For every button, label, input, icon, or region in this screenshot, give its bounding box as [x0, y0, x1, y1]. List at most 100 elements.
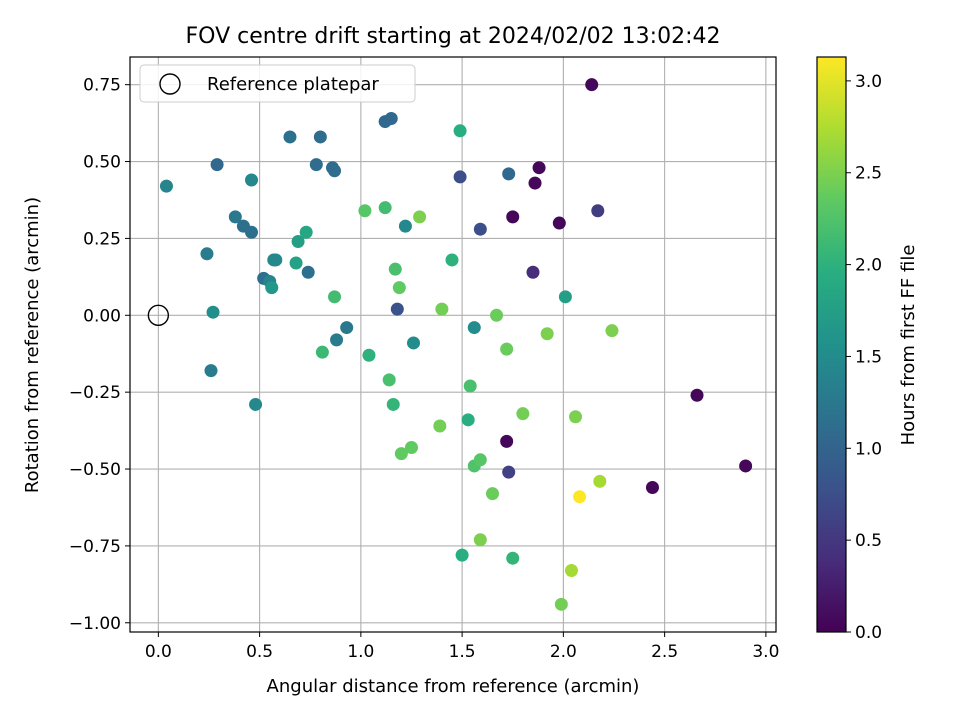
- y-axis-label: Rotation from reference (arcmin): [22, 197, 43, 493]
- data-point-49: [445, 253, 459, 267]
- data-point-10: [591, 204, 605, 218]
- y-tick-label-7: 0.75: [83, 76, 121, 96]
- legend-box: [139, 64, 416, 103]
- colorbar-tick-label-2: 1.0: [855, 439, 882, 459]
- data-point-60: [463, 379, 477, 393]
- data-point-75: [569, 410, 583, 424]
- colorbar-tick-label-1: 0.5: [855, 531, 882, 551]
- data-point-4: [552, 216, 566, 230]
- data-point-45: [291, 234, 305, 248]
- y-tick-label-2: −0.50: [69, 460, 121, 480]
- x-tick-label-4: 2.0: [550, 642, 577, 662]
- colorbar-tick-label-0: 0.0: [855, 623, 882, 643]
- data-point-39: [269, 253, 283, 267]
- data-point-77: [473, 533, 487, 547]
- x-axis-label: Angular distance from reference (arcmin): [267, 676, 640, 697]
- colorbar-tick-label-6: 3.0: [855, 72, 882, 92]
- data-point-13: [473, 222, 487, 236]
- y-tick-label-0: −1.00: [69, 614, 121, 634]
- data-point-79: [593, 474, 607, 488]
- grid-lines: [130, 57, 776, 632]
- colorbar-frame: [816, 56, 847, 633]
- data-point-20: [283, 130, 297, 144]
- y-tick-label-3: −0.25: [69, 383, 121, 403]
- data-point-28: [228, 210, 242, 224]
- scatter-points: [159, 78, 753, 611]
- data-point-78: [554, 597, 568, 611]
- y-tick-label-5: 0.25: [83, 229, 121, 249]
- data-point-80: [564, 564, 578, 578]
- colorbar: 0.0 0.5 1.0 1.5 2.0 2.5 3.0 Hours from first F…: [816, 56, 919, 643]
- data-point-23: [328, 164, 342, 178]
- data-point-15: [502, 167, 516, 181]
- data-point-14: [390, 302, 404, 316]
- x-tick-label-5: 2.5: [651, 642, 678, 662]
- legend-label: Reference platepar: [207, 74, 379, 95]
- data-point-27: [301, 265, 315, 279]
- data-point-3: [506, 210, 520, 224]
- colorbar-gradient: [817, 57, 846, 632]
- data-point-17: [384, 111, 398, 125]
- x-tick-label-0: 0.0: [145, 642, 172, 662]
- data-point-63: [358, 204, 372, 218]
- data-point-73: [413, 210, 427, 224]
- y-tick-label-4: 0.00: [83, 306, 121, 326]
- data-point-64: [392, 281, 406, 295]
- data-point-8: [739, 459, 753, 473]
- data-point-57: [378, 201, 392, 215]
- data-point-36: [245, 173, 259, 187]
- data-point-43: [206, 305, 220, 319]
- data-point-56: [328, 290, 342, 304]
- x-tick-label-1: 0.5: [246, 642, 273, 662]
- data-point-51: [455, 548, 469, 562]
- data-point-7: [645, 480, 659, 494]
- legend: Reference platepar: [139, 64, 416, 103]
- data-point-54: [506, 551, 520, 565]
- data-point-19: [313, 130, 327, 144]
- data-point-6: [690, 388, 704, 402]
- colorbar-label: Hours from first FF file: [898, 245, 919, 446]
- plot-area-frame: [129, 56, 777, 633]
- colorbar-ticks: 0.0 0.5 1.0 1.5 2.0 2.5 3.0: [846, 72, 882, 643]
- data-point-18: [210, 158, 224, 172]
- data-point-48: [453, 124, 467, 138]
- data-point-68: [490, 308, 504, 322]
- data-point-72: [433, 419, 447, 433]
- data-point-41: [467, 321, 481, 335]
- data-point-12: [453, 170, 467, 184]
- legend-marker-icon: [159, 73, 181, 95]
- data-point-42: [558, 290, 572, 304]
- data-point-76: [605, 324, 619, 338]
- colorbar-tick-label-5: 2.5: [855, 164, 882, 184]
- data-point-5: [500, 434, 514, 448]
- y-tick-label-1: −0.75: [69, 537, 121, 557]
- data-point-69: [500, 342, 514, 356]
- data-point-31: [330, 333, 344, 347]
- data-point-58: [388, 262, 402, 276]
- data-point-29: [200, 247, 214, 261]
- y-axis-ticks: −1.00 −0.75 −0.50 −0.25 0.00 0.25 0.50 0.75: [69, 76, 130, 634]
- reference-platepar-marker: [147, 304, 170, 326]
- data-point-35: [159, 179, 173, 193]
- data-point-25: [245, 225, 259, 239]
- data-point-65: [394, 447, 408, 461]
- data-point-62: [473, 453, 487, 467]
- colorbar-tick-label-3: 1.5: [855, 347, 882, 367]
- data-point-40: [398, 219, 412, 233]
- data-point-59: [382, 373, 396, 387]
- data-point-71: [435, 302, 449, 316]
- x-tick-label-2: 1.0: [347, 642, 374, 662]
- data-point-34: [249, 397, 263, 411]
- data-point-81: [573, 490, 587, 504]
- data-point-0: [585, 78, 599, 92]
- data-point-1: [532, 161, 546, 175]
- x-tick-label-6: 3.0: [752, 642, 779, 662]
- data-point-53: [386, 397, 400, 411]
- data-point-47: [299, 225, 313, 239]
- data-point-33: [204, 364, 218, 378]
- data-point-30: [340, 321, 354, 335]
- x-tick-label-3: 1.5: [449, 642, 476, 662]
- data-point-52: [362, 348, 376, 362]
- data-point-9: [526, 265, 540, 279]
